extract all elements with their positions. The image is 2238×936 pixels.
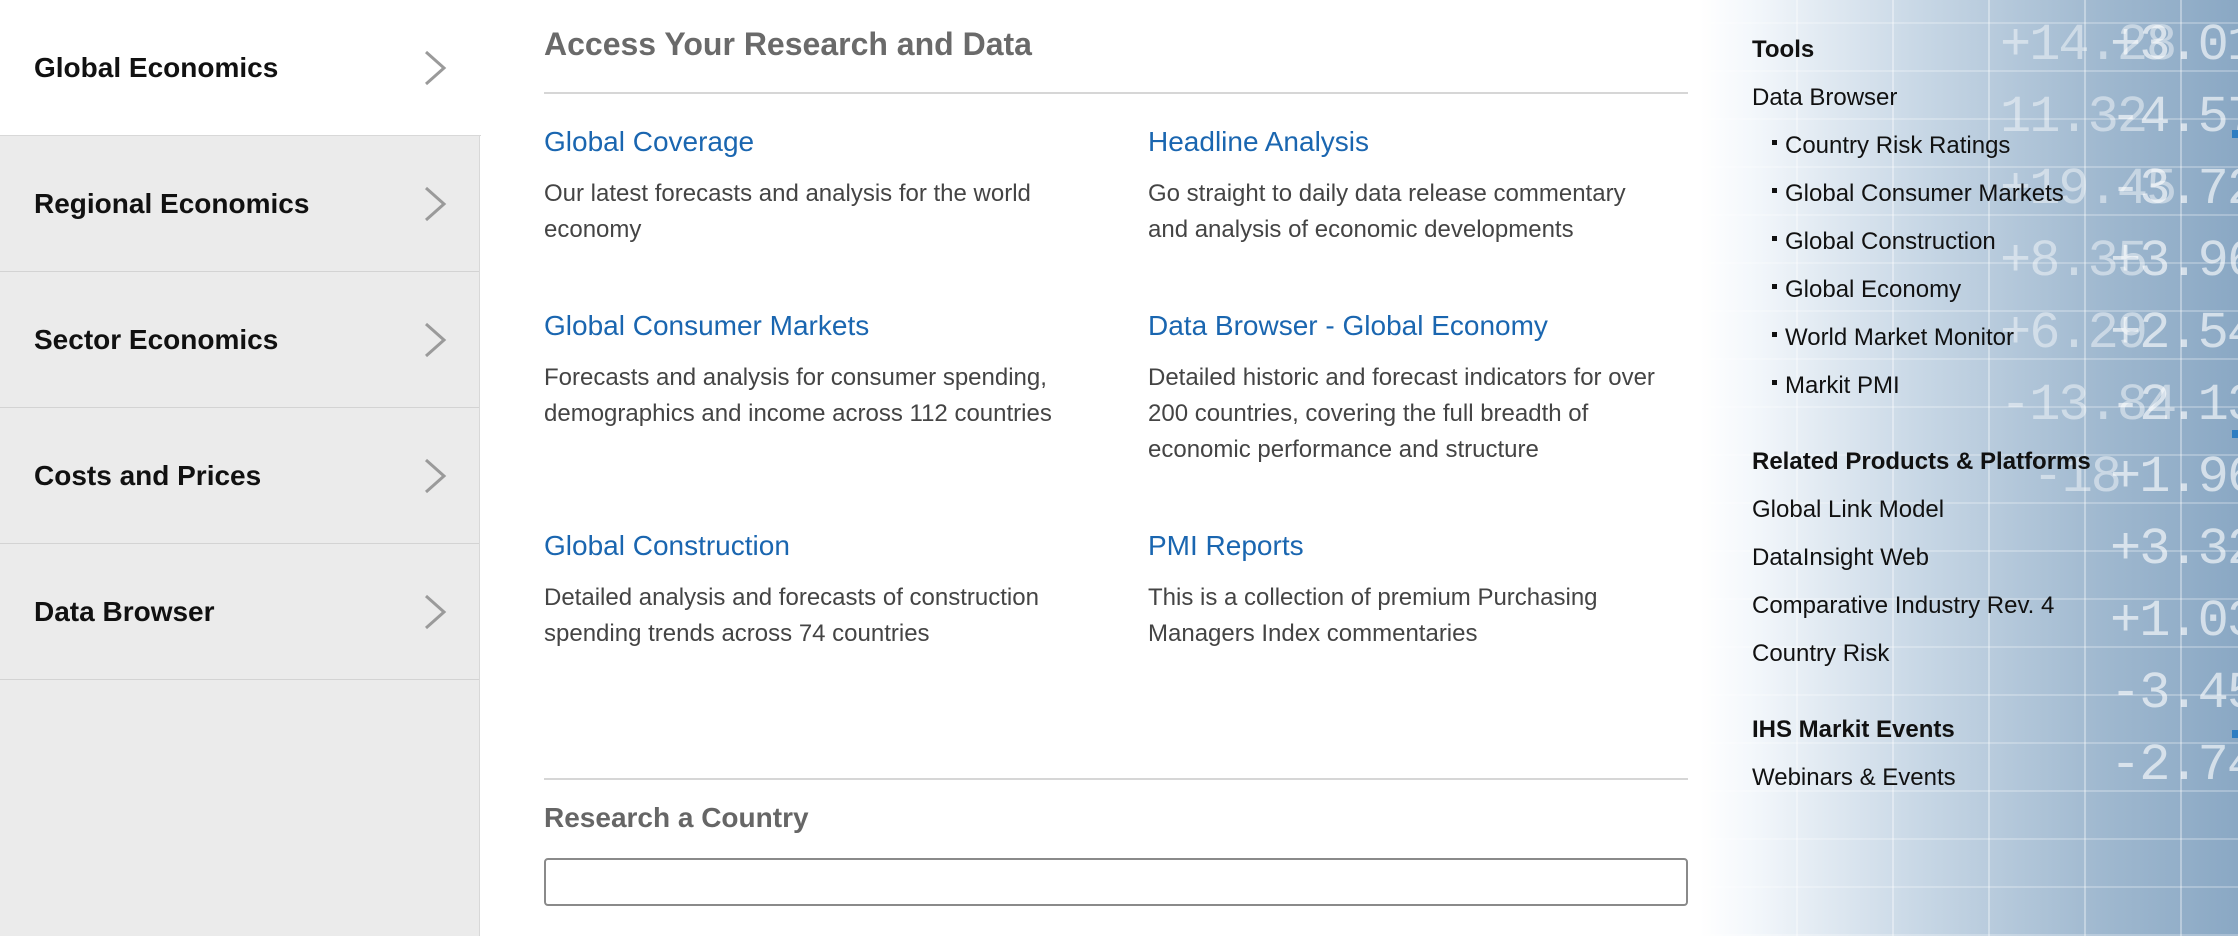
subitem-label: Global Consumer Markets — [1785, 180, 2064, 207]
nav-item-label: Data Browser — [34, 595, 215, 627]
divider — [544, 92, 1688, 94]
nav-item-label: Costs and Prices — [34, 459, 262, 491]
chevron-right-icon — [425, 50, 447, 85]
ticker-value: 11.32 — [2000, 88, 2148, 147]
related-products-heading: Related Products & Platforms — [1752, 448, 2091, 475]
card-description: This is a collection of premium Purchasi… — [1148, 584, 1598, 647]
data-browser-subitem[interactable]: Country Risk Ratings — [1772, 132, 2010, 160]
ticker-value: +1.96 — [2110, 448, 2238, 507]
chevron-right-icon — [425, 594, 447, 629]
related-product-link[interactable]: Comparative Industry Rev. 4 — [1752, 592, 2055, 619]
card-description: Go straight to daily data release commen… — [1148, 180, 1626, 243]
subitem-label: Global Construction — [1785, 228, 1996, 255]
card-global-construction: Global Construction Detailed analysis an… — [544, 528, 1064, 652]
card-description: Detailed analysis and forecasts of const… — [544, 584, 1039, 647]
ticker-value: -18 — [2032, 448, 2122, 507]
ticker-value: +3.32 — [2110, 520, 2238, 579]
headline-analysis-link[interactable]: Headline Analysis — [1148, 126, 1370, 157]
ticker-value: -3.45 — [2110, 664, 2238, 723]
page-title: Access Your Research and Data — [544, 26, 1032, 62]
ticker-value: +1.03 — [2110, 592, 2238, 651]
left-nav: Global Economics Regional Economics Sect… — [0, 0, 481, 936]
bullet-icon — [1772, 140, 1777, 145]
pmi-reports-link[interactable]: PMI Reports — [1148, 530, 1304, 561]
card-description: Forecasts and analysis for consumer spen… — [544, 364, 1052, 427]
stock-ticker-background: +14.28 11.32 +19.45 +8.35 +6.29 -13.84 -… — [1700, 0, 2238, 936]
related-product-link[interactable]: Global Link Model — [1752, 496, 1945, 523]
card-pmi-reports: PMI Reports This is a collection of prem… — [1148, 528, 1668, 652]
ticker-value: +3.01 — [2110, 16, 2238, 75]
ticker-value: +14.28 — [2000, 16, 2177, 75]
subitem-label: Country Risk Ratings — [1785, 132, 2011, 159]
bullet-icon — [1772, 380, 1777, 385]
webinars-events-link[interactable]: Webinars & Events — [1752, 764, 1956, 791]
subitem-label: Markit PMI — [1785, 372, 1900, 399]
research-country-input[interactable] — [544, 858, 1688, 906]
data-browser-subitem[interactable]: Global Construction — [1772, 228, 1996, 256]
edge-accent-bar — [2232, 0, 2238, 936]
data-browser-subitem[interactable]: Global Consumer Markets — [1772, 180, 2064, 208]
bullet-icon — [1772, 332, 1777, 337]
ticker-column-left: +14.28 11.32 +19.45 +8.35 +6.29 -13.84 -… — [2000, 10, 2177, 514]
data-browser-subitem[interactable]: World Market Monitor — [1772, 324, 2014, 352]
research-country-title: Research a Country — [544, 802, 809, 833]
nav-item-global-economics[interactable]: Global Economics — [0, 0, 481, 136]
bullet-icon — [1772, 284, 1777, 289]
nav-item-regional-economics[interactable]: Regional Economics — [0, 136, 479, 272]
ticker-value: -2.74 — [2110, 736, 2238, 795]
ticker-column-right: +3.01 -4.57 -3.72 +3.96 +2.54 -2.13 +1.9… — [2110, 10, 2238, 802]
nav-item-data-browser[interactable]: Data Browser — [0, 544, 479, 680]
card-data-browser-global-economy: Data Browser - Global Economy Detailed h… — [1148, 308, 1668, 468]
nav-item-sector-economics[interactable]: Sector Economics — [0, 272, 479, 408]
ticker-value: +3.96 — [2110, 232, 2238, 291]
ticker-value: -3.72 — [2110, 160, 2238, 219]
chevron-right-icon — [425, 458, 447, 493]
ticker-value: +8.35 — [2000, 232, 2148, 291]
ticker-value: -4.57 — [2110, 88, 2238, 147]
nav-item-label: Global Economics — [34, 51, 279, 83]
card-global-consumer-markets: Global Consumer Markets Forecasts and an… — [544, 308, 1064, 432]
related-product-link[interactable]: DataInsight Web — [1752, 544, 1929, 571]
ticker-value: -2.13 — [2110, 376, 2238, 435]
events-heading: IHS Markit Events — [1752, 716, 1955, 743]
bullet-icon — [1772, 236, 1777, 241]
ticker-value: +2.54 — [2110, 304, 2238, 363]
data-browser-link[interactable]: Data Browser — [1752, 84, 1898, 111]
global-construction-link[interactable]: Global Construction — [544, 530, 790, 561]
related-product-link[interactable]: Country Risk — [1752, 640, 1890, 667]
card-global-coverage: Global Coverage Our latest forecasts and… — [544, 124, 1064, 248]
card-description: Detailed historic and forecast indicator… — [1148, 364, 1655, 463]
nav-item-label: Regional Economics — [34, 187, 310, 219]
nav-item-label: Sector Economics — [34, 323, 279, 355]
nav-item-costs-and-prices[interactable]: Costs and Prices — [0, 408, 479, 544]
card-description: Our latest forecasts and analysis for th… — [544, 180, 1031, 243]
chevron-right-icon — [425, 322, 447, 357]
chevron-right-icon — [425, 186, 447, 221]
bullet-icon — [1772, 188, 1777, 193]
tools-heading: Tools — [1752, 36, 1815, 63]
subitem-label: Global Economy — [1785, 276, 1962, 303]
global-coverage-link[interactable]: Global Coverage — [544, 126, 755, 157]
ticker-value: +6.29 — [2000, 304, 2148, 363]
divider — [544, 778, 1688, 780]
ticker-grid — [1700, 0, 2238, 936]
subitem-label: World Market Monitor — [1785, 324, 2014, 351]
global-consumer-markets-link[interactable]: Global Consumer Markets — [544, 310, 870, 341]
data-browser-subitem[interactable]: Global Economy — [1772, 276, 1961, 304]
data-browser-subitem[interactable]: Markit PMI — [1772, 372, 1900, 400]
data-browser-global-economy-link[interactable]: Data Browser - Global Economy — [1148, 310, 1548, 341]
ticker-value: -13.84 — [2000, 376, 2177, 435]
card-headline-analysis: Headline Analysis Go straight to daily d… — [1148, 124, 1668, 248]
